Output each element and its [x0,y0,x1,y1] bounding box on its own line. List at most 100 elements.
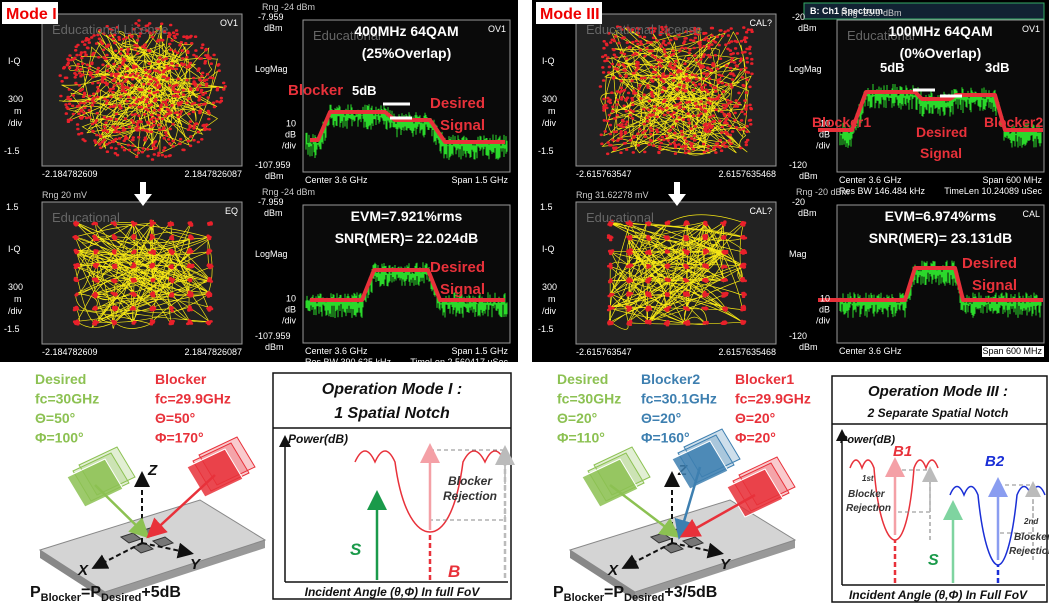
span: Span 1.5 GHz [451,175,508,185]
tag: OV1 [1022,24,1040,34]
notch-label: S [350,540,362,559]
ref-level: dBm [264,208,283,218]
signal-param: Θ=20° [735,410,775,426]
notch-ylabel: Power(dB) [288,432,348,446]
scale-label: /div [542,306,557,316]
formula-part: =P [604,584,624,601]
page: {"halves":[ {"mode":"Mode I", "constella… [0,0,1049,605]
x-min: -2.184782609 [42,169,98,179]
x-min: -2.615763547 [576,347,632,357]
watermark: Educational [586,210,654,225]
formula-part: P [30,584,41,601]
y-label: I-Q [542,56,555,66]
y-label: I-Q [8,56,21,66]
bottom-level: dBm [799,171,818,181]
tag: OV1 [220,18,238,28]
range-label: Rng 20 mV [42,190,87,200]
signal-param: Blocker1 [735,371,794,387]
y-min: -1.5 [538,324,554,334]
signal-param: Φ=110° [557,430,605,446]
notch-title: 1 Spatial Notch [334,405,450,422]
formula-part: Desired [101,592,141,604]
signal-param: Φ=100° [35,430,84,446]
notch-xlabel: Incident Angle (θ,Φ) In full FoV [305,585,481,599]
formula-part: Blocker [41,592,82,604]
formula-part: +3/5dB [664,584,717,601]
notch-label: 2nd [1023,517,1039,526]
formula-part: P [553,584,564,601]
axis-label: X [607,562,619,579]
y-max: 1.5 [6,202,19,212]
spectrum-title: 400MHz 64QAM [354,23,458,39]
y-label: Mag [789,249,807,259]
center-freq: Center 3.6 GHz [305,175,368,185]
ref-level: dBm [264,23,283,33]
signal-param: fc=30GHz [35,391,99,407]
signal-param: Blocker2 [641,371,700,387]
signal-param: fc=29.9GHz [735,391,811,407]
scale-label: dB [285,305,296,315]
span: Span 1.5 GHz [451,346,508,356]
spectrum-title: SNR(MER)= 22.024dB [335,230,479,246]
spectrum-title: 100MHz 64QAM [888,23,992,39]
x-max: 2.1847826087 [184,169,242,179]
y-label: LogMag [255,249,288,259]
y-label: I-Q [8,244,21,254]
scale-label: m [14,106,22,116]
annotation: Signal [440,281,485,298]
signal-param: Φ=170° [155,430,204,446]
signal-param: Θ=20° [641,410,681,426]
res-bw: Res BW 390.625 kHz [305,357,392,367]
spectrum-title: (0%Overlap) [900,45,982,61]
axis-label: Z [147,462,158,479]
mode-label: Mode III [540,6,600,23]
mode-label: Mode I [6,6,57,23]
bottom-level: dBm [799,342,818,352]
y-min: -1.5 [4,146,20,156]
scale-label: 300 [542,282,557,292]
scale-label: /div [8,118,23,128]
scale-label: 10 [820,294,830,304]
scale-label: /div [816,316,831,326]
watermark: Educational License [52,22,168,37]
scale-label: 300 [8,94,23,104]
signal-param: Φ=20° [735,430,776,446]
span: Span 600 MHz [982,346,1042,356]
notch-label: Blocker [848,489,886,500]
notch-title: 2 Separate Spatial Notch [867,406,1009,420]
bottom-level: dBm [265,342,284,352]
formula-part: +5dB [141,584,181,601]
signal-param: Blocker [155,371,207,387]
formula-part: Blocker [564,592,605,604]
notch-ylabel: Power(dB) [840,434,895,446]
notch-label: S [928,552,939,569]
scale-label: /div [816,140,831,150]
ref-level: dBm [798,208,817,218]
scale-label: /div [282,140,297,150]
tag: CAL? [749,18,772,28]
bottom-level: -120 [789,331,807,341]
scale-label: 300 [8,282,23,292]
notch-label: 1st [862,474,874,483]
notch-label: B1 [893,443,912,460]
signal-param: Θ=20° [557,410,597,426]
scale-label: m [14,294,22,304]
notch-title: Operation Mode I : [322,381,462,398]
res-bw: Res BW 146.484 kHz [839,186,926,196]
notch-title: Operation Mode III : [868,383,1008,400]
range-label: Rng -24 dBm [262,187,315,197]
x-max: 2.1847826087 [184,347,242,357]
y-label: LogMag [789,64,822,74]
scale-label: 300 [542,94,557,104]
notch-label: Blocker [448,474,493,488]
scale-label: dB [819,305,830,315]
x-max: 2.6157635468 [718,169,776,179]
ref-level: -20 [792,197,805,207]
y-label: LogMag [255,64,288,74]
signal-param: Θ=50° [155,410,195,426]
span: Span 600 MHz [982,175,1042,185]
y-min: -1.5 [538,146,554,156]
annotation: Desired [430,95,485,112]
formula-part: =P [81,584,101,601]
signal-param: Desired [557,371,608,387]
